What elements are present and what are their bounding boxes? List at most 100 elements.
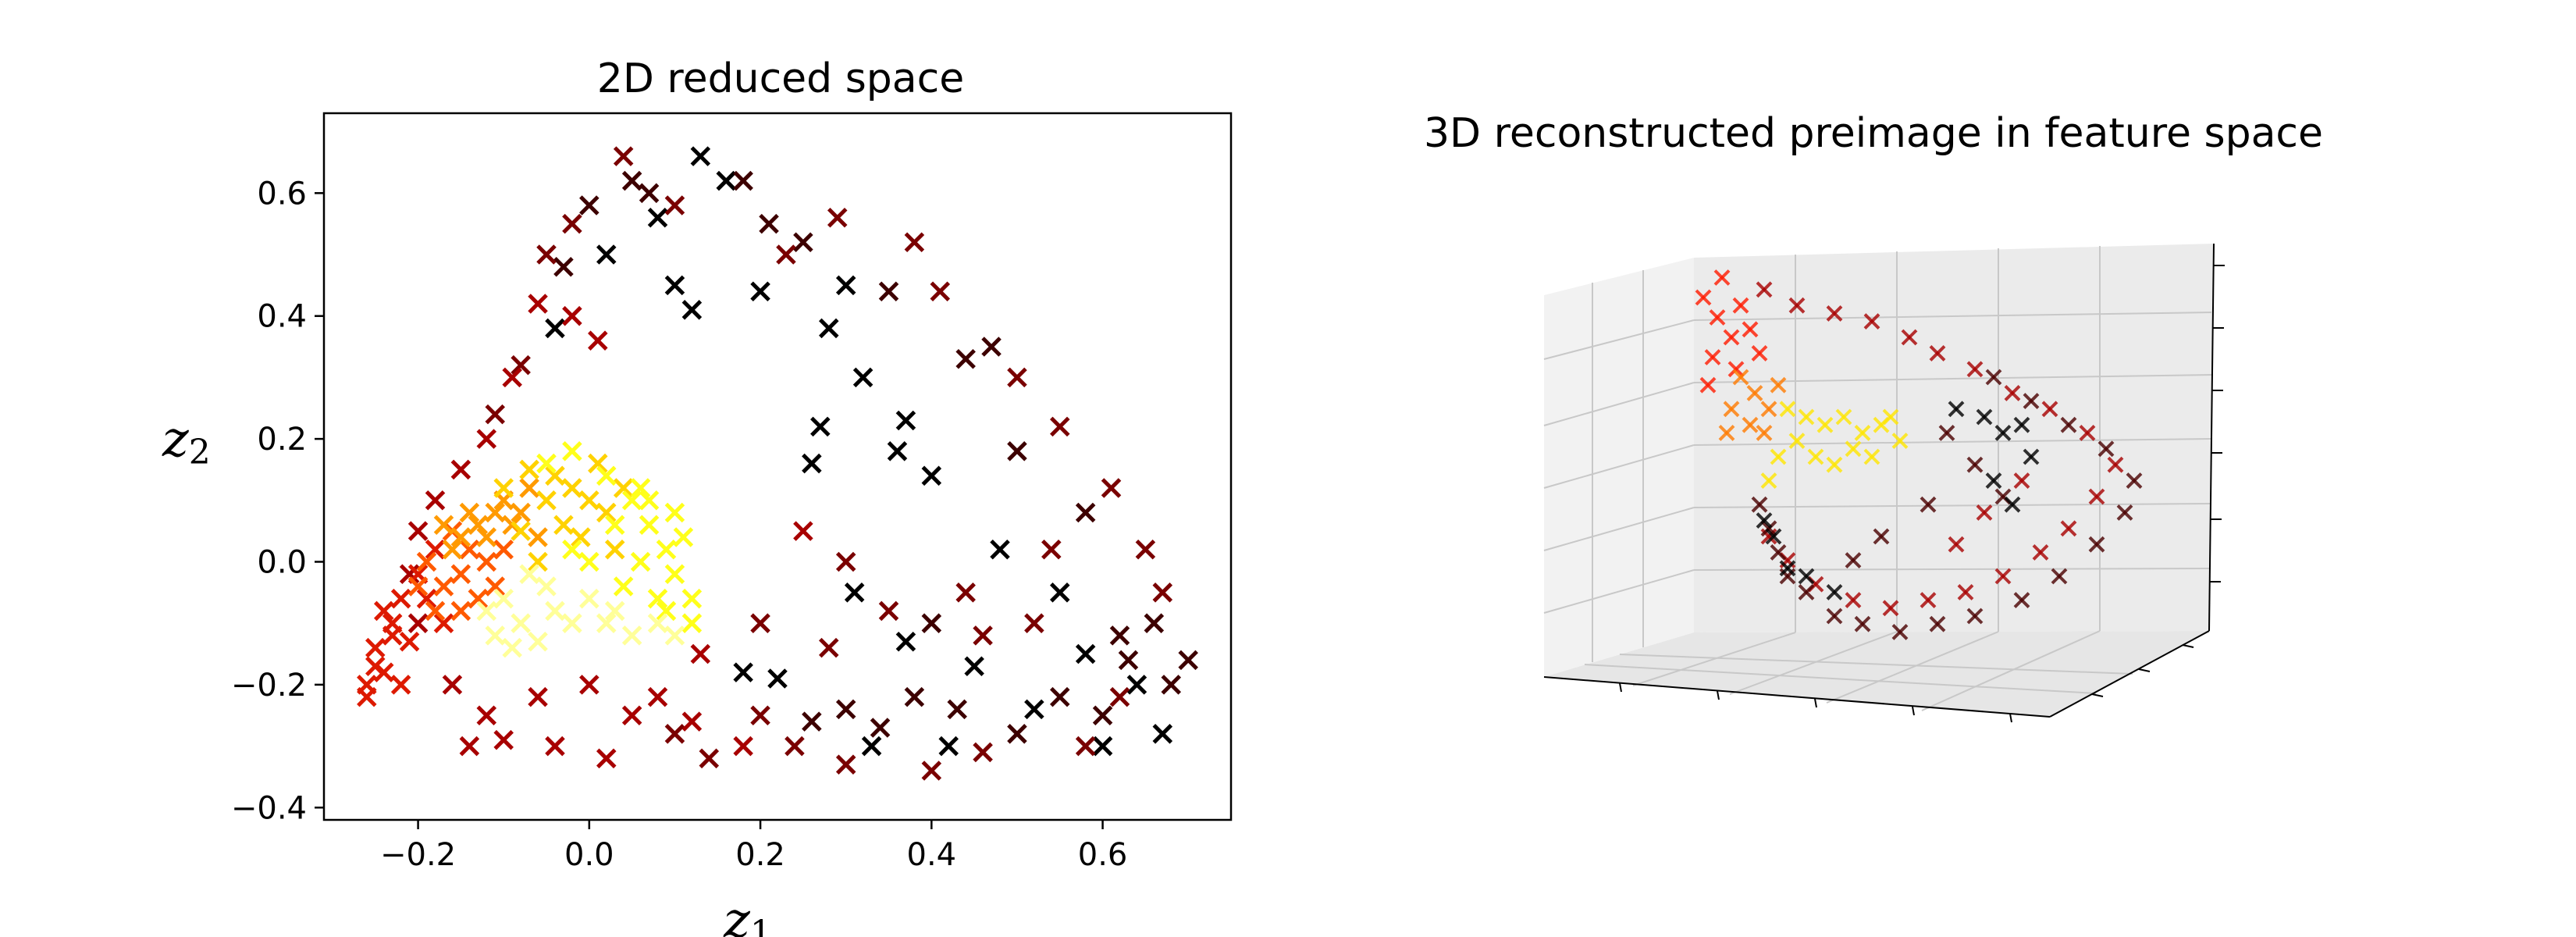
data-point-3d bbox=[1756, 281, 1773, 298]
data-point bbox=[459, 502, 480, 523]
data-point-3d bbox=[1966, 456, 1984, 473]
data-point bbox=[1109, 625, 1130, 646]
data-point-3d bbox=[1882, 600, 1899, 617]
data-point bbox=[1118, 650, 1139, 671]
data-point-3d bbox=[2126, 472, 2143, 490]
data-point bbox=[604, 539, 625, 560]
data-point bbox=[681, 588, 703, 609]
data-point-3d bbox=[1994, 568, 2012, 585]
data-point bbox=[493, 539, 514, 560]
y-tick-label: −0.2 bbox=[231, 668, 307, 704]
data-point-3d bbox=[1845, 552, 1862, 569]
data-point-3d bbox=[1966, 607, 1984, 625]
data-point-3d bbox=[2060, 416, 2077, 433]
data-point-3d bbox=[1929, 615, 1946, 632]
data-point bbox=[690, 146, 711, 166]
data-point-3d bbox=[2088, 536, 2105, 553]
data-point bbox=[407, 613, 429, 633]
data-point bbox=[621, 705, 642, 725]
data-point bbox=[450, 459, 471, 480]
y-tick-label: 0.0 bbox=[257, 544, 307, 580]
y-tick-label: 0.2 bbox=[257, 422, 307, 458]
data-point bbox=[810, 416, 831, 437]
data-point-3d bbox=[1816, 416, 1834, 433]
y-tick-label: −0.4 bbox=[231, 790, 307, 826]
data-point bbox=[416, 588, 437, 609]
data-point bbox=[835, 275, 856, 296]
data-point bbox=[1007, 724, 1027, 744]
data-point bbox=[930, 281, 951, 301]
scatter-points-3d bbox=[1695, 269, 2143, 640]
data-point bbox=[485, 502, 506, 523]
x-tick-label: 0.0 bbox=[564, 837, 614, 873]
data-point-3d bbox=[2032, 543, 2049, 561]
data-point bbox=[511, 613, 531, 633]
data-point-3d bbox=[1891, 623, 1909, 640]
data-point bbox=[1178, 650, 1198, 671]
data-point bbox=[416, 551, 437, 572]
data-point bbox=[562, 441, 582, 461]
data-point-3d bbox=[1807, 448, 1824, 465]
data-point bbox=[1101, 478, 1122, 498]
data-point bbox=[1161, 675, 1182, 695]
data-point bbox=[579, 551, 600, 572]
data-point bbox=[647, 613, 668, 633]
data-point bbox=[1092, 705, 1113, 725]
data-point-3d bbox=[1713, 269, 1731, 286]
data-point bbox=[365, 637, 386, 658]
data-point bbox=[716, 170, 736, 191]
data-point bbox=[545, 318, 565, 339]
data-point bbox=[750, 281, 770, 301]
data-point bbox=[844, 583, 865, 603]
data-point bbox=[485, 625, 506, 646]
data-point bbox=[579, 588, 600, 609]
data-point-3d bbox=[2004, 496, 2021, 513]
x-axis-3d bbox=[1543, 676, 2051, 718]
data-point-3d bbox=[1854, 424, 1871, 441]
data-point-3d bbox=[1756, 424, 1773, 441]
data-point bbox=[562, 613, 582, 633]
data-point-3d bbox=[2079, 424, 2096, 441]
data-point bbox=[767, 668, 788, 689]
data-point bbox=[639, 183, 660, 204]
data-point bbox=[493, 478, 514, 498]
data-point bbox=[536, 490, 557, 511]
data-point bbox=[528, 632, 548, 652]
data-point bbox=[664, 502, 685, 523]
x-axis-label-2d: z1 bbox=[723, 892, 772, 937]
data-point bbox=[596, 613, 617, 633]
data-point-3d bbox=[1929, 344, 1946, 362]
data-point bbox=[553, 515, 574, 536]
data-point bbox=[621, 625, 642, 646]
data-point bbox=[630, 478, 651, 498]
data-point bbox=[1075, 502, 1096, 523]
data-point-3d bbox=[1920, 592, 1937, 609]
data-point bbox=[536, 244, 557, 265]
data-point bbox=[750, 705, 770, 725]
data-point bbox=[433, 576, 454, 597]
data-point-3d bbox=[2013, 472, 2030, 490]
data-point bbox=[588, 330, 608, 351]
data-point-3d bbox=[1723, 401, 1740, 418]
data-point-3d bbox=[1891, 433, 1909, 450]
data-point-3d bbox=[2051, 568, 2068, 585]
y-axis-2d: −0.4 −0.2 0.0 0.2 0.4 0.6 bbox=[231, 176, 324, 826]
data-point-3d bbox=[1826, 305, 1843, 322]
data-point-3d bbox=[1798, 408, 1815, 426]
data-point bbox=[647, 208, 668, 228]
data-point-3d bbox=[2013, 416, 2030, 433]
data-point-3d bbox=[2023, 393, 2040, 410]
pane-floor-3d bbox=[1544, 631, 2209, 717]
data-point-3d bbox=[1826, 456, 1843, 473]
data-point bbox=[1049, 583, 1070, 603]
plot-frame-2d bbox=[322, 112, 1233, 821]
data-point-3d bbox=[2013, 592, 2030, 609]
data-point bbox=[433, 613, 454, 633]
data-point bbox=[664, 275, 685, 296]
data-point bbox=[973, 625, 993, 646]
data-point bbox=[536, 576, 557, 597]
data-point bbox=[750, 613, 770, 633]
data-point-3d bbox=[1742, 416, 1759, 433]
data-point bbox=[1092, 736, 1113, 757]
